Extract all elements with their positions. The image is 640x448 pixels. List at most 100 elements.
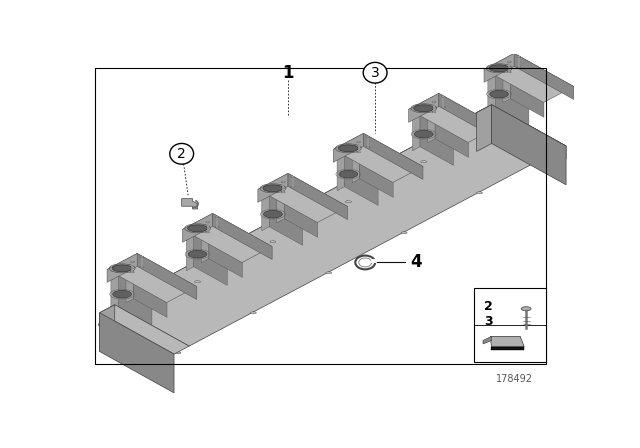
Ellipse shape — [475, 121, 490, 128]
Ellipse shape — [521, 307, 531, 311]
Polygon shape — [490, 336, 524, 347]
Ellipse shape — [355, 185, 369, 192]
Ellipse shape — [112, 265, 132, 272]
Polygon shape — [115, 105, 566, 346]
Text: 178492: 178492 — [495, 374, 532, 384]
Ellipse shape — [356, 141, 360, 142]
Polygon shape — [182, 213, 272, 263]
Polygon shape — [439, 93, 499, 139]
Ellipse shape — [516, 66, 521, 68]
Ellipse shape — [140, 267, 144, 268]
Polygon shape — [194, 232, 227, 285]
Polygon shape — [115, 105, 492, 318]
Polygon shape — [352, 144, 360, 183]
Polygon shape — [484, 53, 514, 82]
Polygon shape — [337, 152, 344, 191]
Ellipse shape — [339, 145, 358, 152]
Ellipse shape — [173, 281, 188, 288]
Bar — [95, 68, 547, 364]
Polygon shape — [492, 105, 566, 185]
Polygon shape — [511, 64, 544, 117]
Ellipse shape — [414, 130, 433, 138]
Ellipse shape — [496, 121, 502, 123]
Ellipse shape — [131, 261, 134, 263]
Ellipse shape — [263, 185, 283, 192]
Polygon shape — [364, 134, 423, 180]
Ellipse shape — [489, 65, 509, 72]
Ellipse shape — [175, 352, 181, 354]
Polygon shape — [360, 144, 393, 198]
Polygon shape — [488, 72, 495, 111]
Polygon shape — [100, 305, 115, 352]
Polygon shape — [262, 192, 269, 231]
Polygon shape — [134, 264, 167, 318]
Ellipse shape — [414, 105, 434, 112]
Polygon shape — [333, 134, 364, 162]
Ellipse shape — [188, 250, 207, 258]
Ellipse shape — [279, 225, 294, 232]
Polygon shape — [288, 173, 348, 220]
Text: 4: 4 — [410, 254, 422, 271]
Ellipse shape — [432, 112, 436, 113]
Ellipse shape — [204, 266, 219, 272]
Ellipse shape — [264, 211, 282, 218]
Polygon shape — [371, 259, 376, 263]
Ellipse shape — [442, 96, 445, 98]
Ellipse shape — [420, 161, 427, 163]
Text: 1: 1 — [283, 64, 294, 82]
Polygon shape — [483, 336, 492, 344]
Ellipse shape — [326, 272, 332, 274]
Ellipse shape — [281, 181, 285, 182]
Polygon shape — [258, 173, 348, 223]
Polygon shape — [209, 224, 243, 277]
Ellipse shape — [128, 306, 143, 312]
Ellipse shape — [270, 241, 276, 243]
Ellipse shape — [516, 56, 521, 57]
Polygon shape — [428, 104, 435, 143]
Ellipse shape — [400, 161, 415, 168]
Ellipse shape — [215, 227, 219, 228]
Polygon shape — [477, 105, 492, 151]
Ellipse shape — [188, 225, 207, 232]
Ellipse shape — [366, 146, 370, 148]
Polygon shape — [100, 313, 174, 393]
Ellipse shape — [195, 281, 200, 283]
Polygon shape — [202, 224, 209, 263]
Ellipse shape — [401, 232, 407, 234]
Polygon shape — [182, 213, 212, 242]
Ellipse shape — [552, 152, 558, 154]
Polygon shape — [409, 93, 499, 142]
Polygon shape — [477, 105, 566, 154]
Ellipse shape — [508, 61, 511, 62]
Ellipse shape — [442, 107, 445, 108]
Polygon shape — [126, 264, 134, 303]
Ellipse shape — [98, 322, 113, 328]
Polygon shape — [284, 184, 318, 237]
Polygon shape — [420, 112, 454, 165]
Polygon shape — [111, 272, 118, 311]
Polygon shape — [503, 64, 511, 103]
Ellipse shape — [205, 221, 210, 223]
Ellipse shape — [205, 232, 210, 233]
Ellipse shape — [131, 271, 134, 273]
Text: 3: 3 — [371, 66, 380, 80]
Polygon shape — [269, 192, 303, 246]
Ellipse shape — [291, 186, 294, 188]
Polygon shape — [107, 254, 196, 302]
Polygon shape — [435, 104, 468, 157]
Ellipse shape — [119, 321, 125, 323]
Text: 3: 3 — [484, 315, 493, 328]
Polygon shape — [409, 93, 439, 122]
Ellipse shape — [281, 191, 285, 193]
Ellipse shape — [324, 202, 339, 208]
Ellipse shape — [113, 290, 132, 298]
Polygon shape — [212, 213, 272, 259]
Ellipse shape — [505, 105, 520, 112]
Polygon shape — [107, 254, 137, 282]
Ellipse shape — [490, 90, 509, 98]
Ellipse shape — [346, 201, 351, 203]
Ellipse shape — [339, 170, 358, 178]
Polygon shape — [182, 198, 198, 209]
Polygon shape — [514, 53, 573, 99]
Ellipse shape — [430, 146, 445, 152]
